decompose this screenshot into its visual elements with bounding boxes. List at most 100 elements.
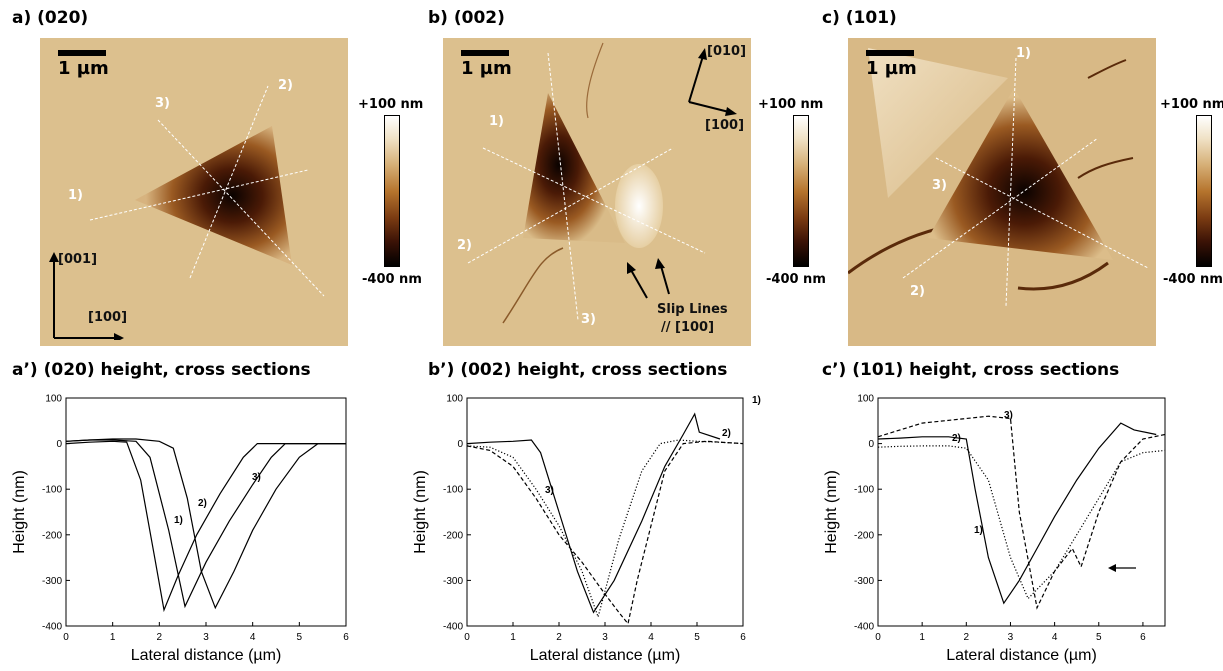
colorbar-a	[384, 115, 400, 267]
y-axis-label: Height (nm)	[11, 470, 28, 554]
y-tick-label: 100	[857, 394, 874, 405]
series-line-2	[466, 439, 744, 619]
x-tick-label: 1	[510, 632, 516, 643]
series-line-2	[877, 445, 1166, 600]
y-tick-label: -200	[443, 530, 463, 541]
x-tick-label: 0	[875, 632, 881, 643]
line-label-1: 1)	[489, 114, 504, 129]
x-tick-label: 1	[110, 632, 116, 643]
y-axis-label: Height (nm)	[412, 470, 429, 554]
axis-label-010: [010]	[707, 44, 747, 59]
colorbar-c-bottom-label: -400 nm	[1163, 272, 1223, 287]
plot-frame	[65, 397, 347, 627]
series-label-2: 2)	[198, 498, 207, 509]
axis-label-100: [100]	[705, 118, 745, 133]
scale-bar	[866, 50, 914, 56]
series-line-3	[877, 415, 1166, 610]
series-label-3: 3)	[252, 472, 261, 483]
y-axis-label: Height (nm)	[823, 470, 840, 554]
series-label-2: 2)	[722, 428, 731, 439]
axis-label-001: [001]	[58, 252, 98, 267]
x-tick-label: 5	[694, 632, 700, 643]
line-label-1: 1)	[68, 188, 83, 203]
x-tick-label: 6	[1140, 632, 1146, 643]
y-tick-label: -100	[42, 485, 62, 496]
x-axis-label: Lateral distance (µm)	[530, 647, 681, 664]
colorbar-b-top-label: +100 nm	[758, 97, 824, 112]
x-tick-label: 4	[250, 632, 256, 643]
panel-b-title: b) (002)	[428, 8, 505, 28]
y-tick-label: -300	[443, 576, 463, 587]
y-tick-label: -100	[854, 485, 874, 496]
x-tick-label: 6	[740, 632, 746, 643]
x-tick-label: 2	[964, 632, 970, 643]
slip-lines-arrows	[627, 258, 670, 299]
x-tick-label: 2	[556, 632, 562, 643]
afm-image-c: 1 µm 1) 2) 3)	[848, 38, 1156, 346]
x-tick-label: 0	[464, 632, 470, 643]
colorbar-c	[1196, 115, 1212, 267]
chart-c: 0 1 2 3 4 5 6 -400 -300 -200 -100 0 100 Lateral dista…	[823, 394, 1166, 664]
afm-image-b-graphic	[443, 38, 751, 346]
annotation-arrow-head	[1108, 564, 1116, 572]
x-tick-label: 3	[1008, 632, 1014, 643]
x-tick-label: 4	[1052, 632, 1058, 643]
series-label-3: 3)	[1004, 410, 1013, 421]
line-label-2: 2)	[457, 238, 472, 253]
afm-image-b: 1 µm 1) 2) 3) [010] [100] Slip Lines // …	[443, 38, 751, 346]
y-tick-label: -200	[42, 530, 62, 541]
panel-c-title: c) (101)	[822, 8, 897, 28]
y-tick-label: -400	[42, 622, 62, 633]
colorbar-a-bottom-label: -400 nm	[362, 272, 422, 287]
x-tick-label: 4	[648, 632, 654, 643]
y-tick-label: -300	[854, 576, 874, 587]
colorbar-a-top-label: +100 nm	[358, 97, 424, 112]
colorbar-b-bottom-label: -400 nm	[766, 272, 826, 287]
crystal-axes-icon	[688, 48, 737, 116]
afm-image-a: 1 µm 1) 2) 3) [001] [100]	[40, 38, 348, 346]
line-label-3: 3)	[581, 312, 596, 327]
y-tick-label: 0	[868, 439, 874, 450]
slip-lines-label: Slip Lines	[657, 302, 728, 317]
y-tick-label: -200	[854, 530, 874, 541]
x-tick-label: 0	[63, 632, 69, 643]
chart-c-title: c’) (101) height, cross sections	[822, 360, 1120, 380]
afm-image-c-graphic	[848, 38, 1156, 346]
x-axis-label: Lateral distance (µm)	[946, 647, 1097, 664]
series-label-2: 2)	[952, 433, 961, 444]
y-tick-label: 0	[56, 439, 62, 450]
crystal-axes-icon	[49, 252, 124, 340]
x-tick-label: 1	[919, 632, 925, 643]
y-tick-label: -100	[443, 485, 463, 496]
scale-label: 1 µm	[866, 58, 917, 79]
chart-a: 0 1 2 3 4 5 6 -400 -300 -200 -100 0 100 Lateral dista…	[11, 394, 349, 665]
y-tick-label: -400	[854, 622, 874, 633]
x-tick-label: 3	[602, 632, 608, 643]
chart-b: 0 1 2 3 4 5 6 -400 -300 -200 -100 0 100 Lateral dista…	[412, 394, 761, 665]
chart-a-title: a’) (020) height, cross sections	[12, 360, 311, 380]
chart-b-title: b’) (002) height, cross sections	[428, 360, 728, 380]
series-label-3: 3)	[545, 485, 554, 496]
series-line-2	[65, 439, 346, 609]
slip-lines-direction: // [100]	[661, 320, 715, 335]
y-tick-label: 100	[45, 394, 62, 405]
series-label-1: 1)	[974, 525, 983, 536]
line-label-2: 2)	[278, 78, 293, 93]
series-line-3	[65, 438, 346, 610]
scale-bar	[461, 50, 509, 56]
scale-bar	[58, 50, 106, 56]
series-line-1	[466, 412, 721, 614]
line-label-1: 1)	[1016, 46, 1031, 61]
y-tick-label: -300	[42, 576, 62, 587]
series-label-1: 1)	[752, 395, 761, 406]
axis-label-100: [100]	[88, 310, 128, 325]
colorbar-c-top-label: +100 nm	[1160, 97, 1223, 112]
x-tick-label: 2	[157, 632, 163, 643]
line-label-2: 2)	[910, 284, 925, 299]
series-line-1	[877, 422, 1157, 605]
line-label-3: 3)	[155, 96, 170, 111]
y-tick-label: -400	[443, 622, 463, 633]
x-tick-label: 5	[297, 632, 303, 643]
panel-a-title: a) (020)	[12, 8, 89, 28]
x-axis-label: Lateral distance (µm)	[131, 647, 282, 664]
